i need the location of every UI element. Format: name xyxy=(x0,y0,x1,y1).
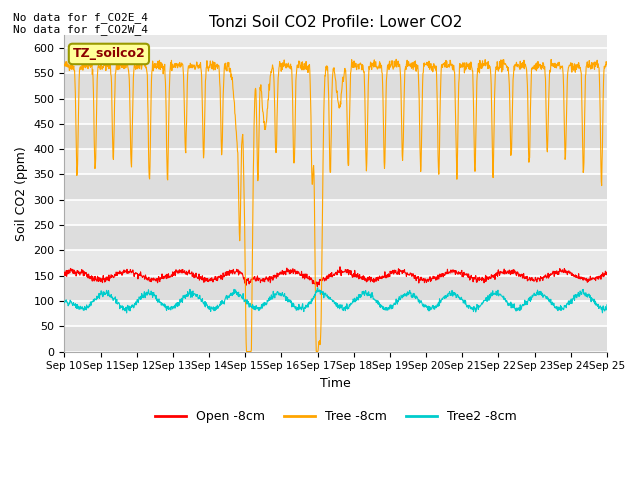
Bar xyxy=(65,48,607,73)
Bar xyxy=(65,200,607,225)
Legend: Open -8cm, Tree -8cm, Tree2 -8cm: Open -8cm, Tree -8cm, Tree2 -8cm xyxy=(150,405,522,428)
Bar xyxy=(65,225,607,251)
Bar xyxy=(65,98,607,124)
Bar xyxy=(65,276,607,301)
Text: No data for f_CO2W_4: No data for f_CO2W_4 xyxy=(13,24,148,35)
Text: No data for f_CO2E_4: No data for f_CO2E_4 xyxy=(13,12,148,23)
Bar xyxy=(65,301,607,326)
Bar xyxy=(65,251,607,276)
Bar xyxy=(65,73,607,98)
Bar xyxy=(65,149,607,174)
Bar xyxy=(65,124,607,149)
Title: Tonzi Soil CO2 Profile: Lower CO2: Tonzi Soil CO2 Profile: Lower CO2 xyxy=(209,15,462,30)
Y-axis label: Soil CO2 (ppm): Soil CO2 (ppm) xyxy=(15,146,28,241)
Bar xyxy=(65,326,607,351)
Text: TZ_soilco2: TZ_soilco2 xyxy=(72,48,145,60)
X-axis label: Time: Time xyxy=(320,377,351,390)
Bar xyxy=(65,174,607,200)
